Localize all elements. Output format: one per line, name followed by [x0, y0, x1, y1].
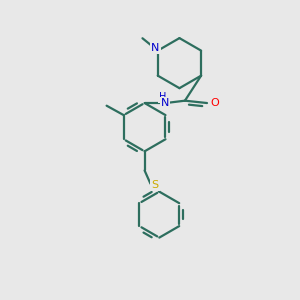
- Text: N: N: [151, 43, 160, 53]
- Text: S: S: [151, 180, 158, 190]
- Text: N: N: [161, 98, 169, 108]
- Text: H: H: [159, 92, 166, 102]
- Text: O: O: [210, 98, 219, 108]
